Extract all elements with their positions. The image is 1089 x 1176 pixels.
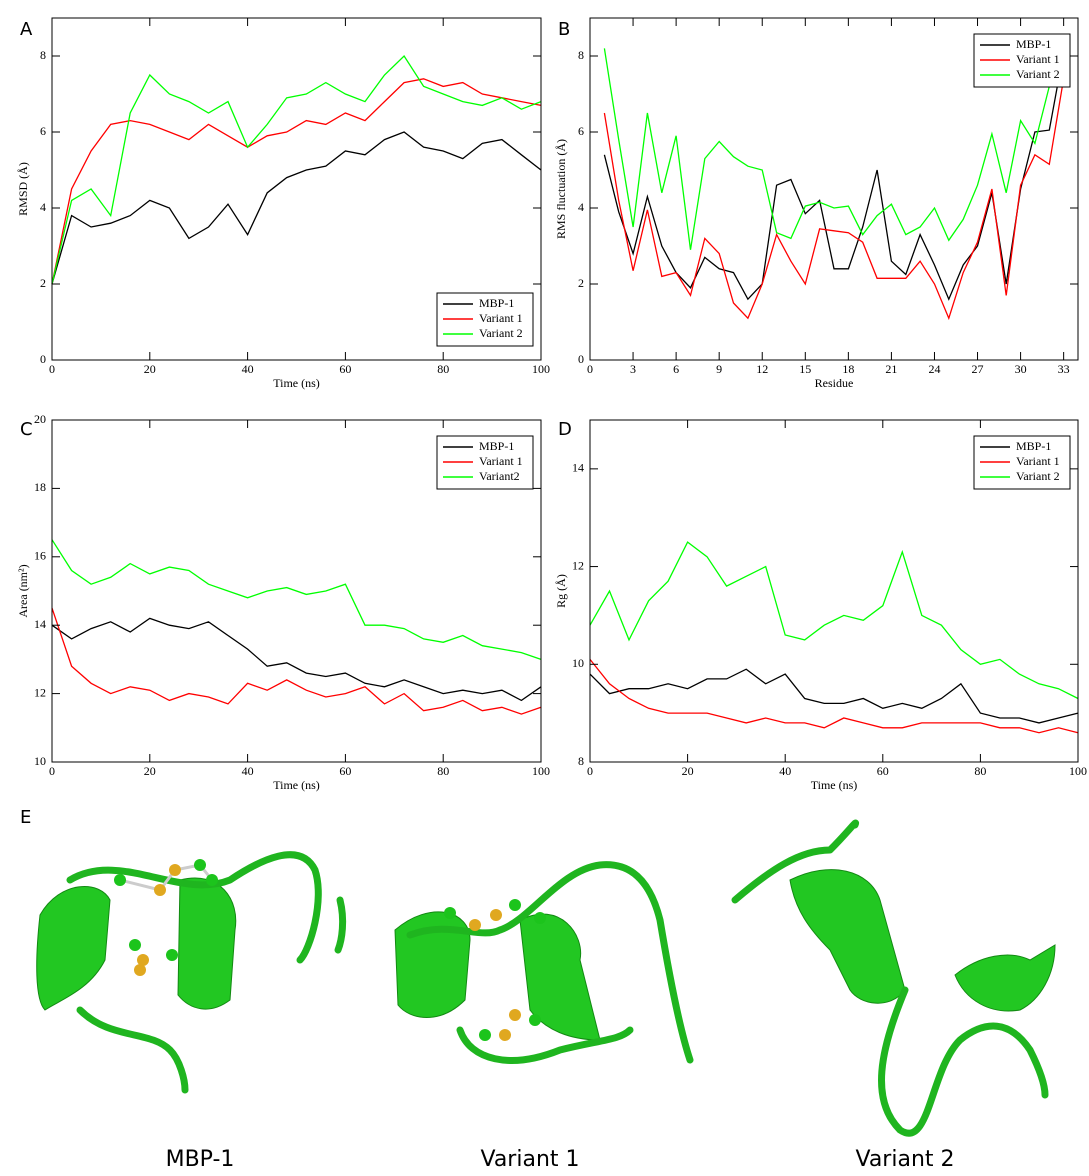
x-axis-title: Time (ns) — [273, 376, 320, 390]
legend-label: Variant2 — [479, 469, 520, 483]
legend-label: MBP-1 — [479, 296, 514, 310]
y-tick-label: 12 — [34, 685, 46, 699]
x-tick-label: 6 — [673, 362, 679, 376]
series-line — [589, 541, 1079, 700]
y-tick-label: 20 — [34, 412, 46, 426]
y-tick-label: 2 — [40, 276, 46, 290]
x-axis-title: Time (ns) — [273, 778, 320, 792]
y-tick-label: 4 — [578, 200, 584, 214]
structure-variant2 — [731, 819, 1056, 1137]
x-tick-label: 100 — [1069, 764, 1087, 778]
legend-label: Variant 2 — [479, 326, 523, 340]
x-tick-label: 30 — [1015, 362, 1027, 376]
panel-label: A — [20, 19, 33, 40]
legend-label: Variant 1 — [479, 311, 523, 325]
structure-variant1 — [394, 861, 694, 1064]
y-tick-label: 10 — [34, 754, 46, 768]
x-tick-label: 100 — [532, 362, 550, 376]
y-axis-title: RMS fluctuation (Å) — [554, 139, 568, 239]
x-tick-label: 0 — [49, 362, 55, 376]
y-tick-label: 14 — [572, 461, 584, 475]
caption: MBP-1 — [166, 1147, 235, 1172]
y-axis-title: RMSD (Å) — [16, 162, 30, 216]
x-tick-label: 27 — [972, 362, 984, 376]
series-line — [603, 36, 1065, 250]
plot-frame — [589, 419, 1079, 763]
x-tick-label: 40 — [779, 764, 791, 778]
plot-frame — [51, 17, 542, 361]
x-tick-label: 40 — [242, 362, 254, 376]
y-tick-label: 0 — [578, 352, 584, 366]
legend-label: Variant 2 — [1016, 469, 1060, 483]
legend-label: Variant 1 — [479, 454, 523, 468]
x-tick-label: 33 — [1058, 362, 1070, 376]
legend-label: Variant 1 — [1016, 52, 1060, 66]
series-line — [51, 617, 542, 702]
x-tick-label: 100 — [532, 764, 550, 778]
x-axis-title: Time (ns) — [811, 778, 858, 792]
plot-frame — [589, 17, 1079, 361]
x-tick-label: 20 — [682, 764, 694, 778]
x-tick-label: 0 — [587, 362, 593, 376]
y-tick-label: 18 — [34, 480, 46, 494]
x-tick-label: 60 — [877, 764, 889, 778]
x-tick-label: 0 — [587, 764, 593, 778]
series-line — [603, 52, 1065, 301]
x-tick-label: 60 — [339, 362, 351, 376]
plot-frame — [51, 419, 542, 763]
x-tick-label: 24 — [928, 362, 940, 376]
x-tick-label: 80 — [437, 764, 449, 778]
y-axis-title: Area (nm²) — [16, 564, 30, 617]
series-line — [51, 131, 542, 285]
series-line — [51, 539, 542, 661]
y-tick-label: 8 — [40, 48, 46, 62]
series-line — [603, 78, 1065, 321]
panel-label: E — [20, 807, 31, 828]
y-tick-label: 8 — [578, 48, 584, 62]
y-tick-label: 0 — [40, 352, 46, 366]
series-line — [51, 78, 542, 285]
x-tick-label: 60 — [339, 764, 351, 778]
series-line — [51, 607, 542, 715]
x-axis-title: Residue — [815, 376, 854, 390]
x-tick-label: 20 — [144, 362, 156, 376]
structure-mbp1 — [36, 851, 347, 1094]
x-tick-label: 0 — [49, 764, 55, 778]
legend-label: MBP-1 — [1016, 439, 1051, 453]
x-tick-label: 15 — [799, 362, 811, 376]
x-tick-label: 18 — [842, 362, 854, 376]
y-tick-label: 10 — [572, 656, 584, 670]
series-line — [51, 54, 542, 285]
legend-label: Variant 2 — [1016, 67, 1060, 81]
x-tick-label: 80 — [437, 362, 449, 376]
legend-label: MBP-1 — [479, 439, 514, 453]
y-tick-label: 14 — [34, 617, 46, 631]
y-tick-label: 8 — [578, 754, 584, 768]
y-tick-label: 16 — [34, 549, 46, 563]
x-tick-label: 40 — [242, 764, 254, 778]
y-tick-label: 4 — [40, 200, 46, 214]
panel-label: B — [558, 19, 570, 40]
legend-label: MBP-1 — [1016, 37, 1051, 51]
x-tick-label: 9 — [716, 362, 722, 376]
x-tick-label: 80 — [974, 764, 986, 778]
legend-label: Variant 1 — [1016, 454, 1060, 468]
series-line — [589, 658, 1079, 734]
y-tick-label: 2 — [578, 276, 584, 290]
y-tick-label: 6 — [578, 124, 584, 138]
x-tick-label: 12 — [756, 362, 768, 376]
y-tick-label: 12 — [572, 558, 584, 572]
x-tick-label: 20 — [144, 764, 156, 778]
x-tick-label: 21 — [885, 362, 897, 376]
caption: Variant 1 — [480, 1147, 579, 1172]
y-axis-title: Rg (Å) — [554, 574, 568, 608]
series-line — [589, 668, 1079, 724]
panel-label: C — [20, 419, 33, 440]
panel-label: D — [558, 419, 572, 440]
caption: Variant 2 — [855, 1147, 954, 1172]
y-tick-label: 6 — [40, 124, 46, 138]
x-tick-label: 3 — [630, 362, 636, 376]
